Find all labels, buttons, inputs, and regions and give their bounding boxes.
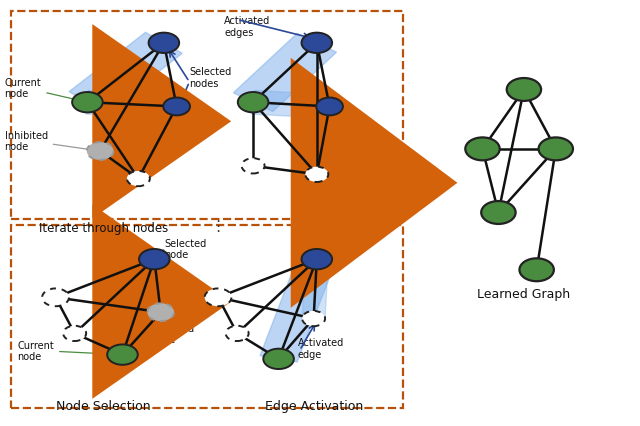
Text: Current
node: Current node [4, 78, 83, 103]
Text: Inhibited
node: Inhibited node [151, 316, 195, 344]
Circle shape [63, 326, 86, 341]
Polygon shape [104, 257, 173, 357]
Polygon shape [302, 259, 328, 319]
Circle shape [72, 93, 102, 113]
Text: Current
node: Current node [17, 340, 118, 361]
Text: Selected
nodes: Selected nodes [189, 67, 232, 88]
Bar [11, 12, 403, 219]
Text: Activated
edge: Activated edge [298, 338, 344, 359]
Circle shape [226, 326, 248, 341]
Circle shape [205, 289, 232, 307]
Polygon shape [260, 256, 335, 362]
Circle shape [127, 172, 150, 187]
Text: ⋮: ⋮ [211, 218, 226, 233]
Polygon shape [86, 91, 178, 119]
Polygon shape [69, 33, 182, 113]
Circle shape [465, 138, 500, 161]
Polygon shape [234, 35, 337, 112]
Circle shape [302, 311, 325, 326]
Circle shape [242, 159, 264, 174]
Circle shape [139, 249, 170, 270]
Circle shape [163, 98, 190, 116]
Circle shape [301, 249, 332, 270]
Text: Activated
edges: Activated edges [225, 16, 271, 38]
Circle shape [316, 98, 343, 116]
Circle shape [301, 34, 332, 54]
Text: Learned Graph: Learned Graph [477, 287, 570, 300]
Circle shape [87, 143, 113, 161]
Text: Selected
node: Selected node [164, 238, 206, 260]
Circle shape [520, 259, 554, 282]
Circle shape [238, 93, 268, 113]
Polygon shape [252, 91, 331, 119]
Circle shape [481, 201, 516, 225]
Circle shape [305, 167, 328, 182]
Text: Node Selection: Node Selection [56, 399, 150, 412]
Circle shape [263, 349, 294, 369]
Bar [11, 226, 403, 408]
Polygon shape [143, 259, 172, 313]
Text: Iterate through nodes: Iterate through nodes [38, 222, 168, 234]
Circle shape [148, 34, 179, 54]
Text: Inhibited
node: Inhibited node [4, 130, 96, 153]
Circle shape [107, 345, 138, 365]
Text: Edge Activation: Edge Activation [264, 399, 363, 412]
Circle shape [147, 304, 174, 321]
Circle shape [507, 79, 541, 102]
Circle shape [539, 138, 573, 161]
Circle shape [42, 289, 69, 307]
